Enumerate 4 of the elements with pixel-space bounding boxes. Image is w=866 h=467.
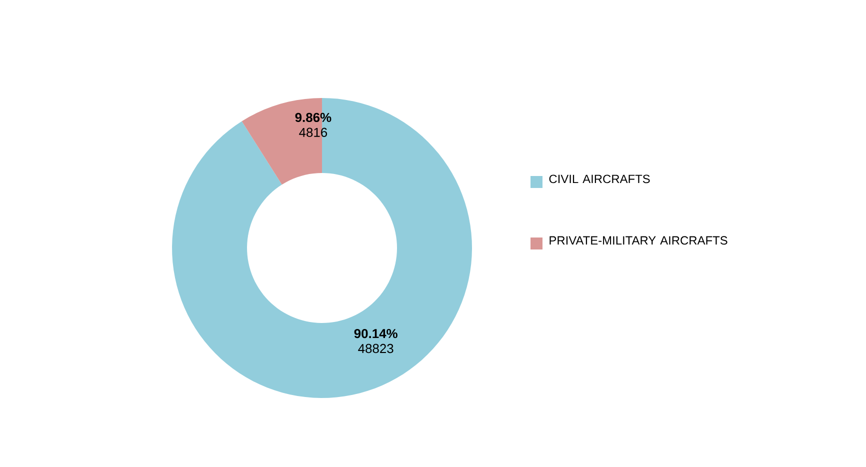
legend-label: CIVIL AIRCRAFTS — [549, 174, 650, 184]
data-label: 9.86% 4816 — [295, 112, 332, 137]
data-label: 90.14% 48823 — [354, 328, 398, 354]
legend-label: PRIVATE-MILITARY AIRCRAFTS — [550, 236, 728, 245]
